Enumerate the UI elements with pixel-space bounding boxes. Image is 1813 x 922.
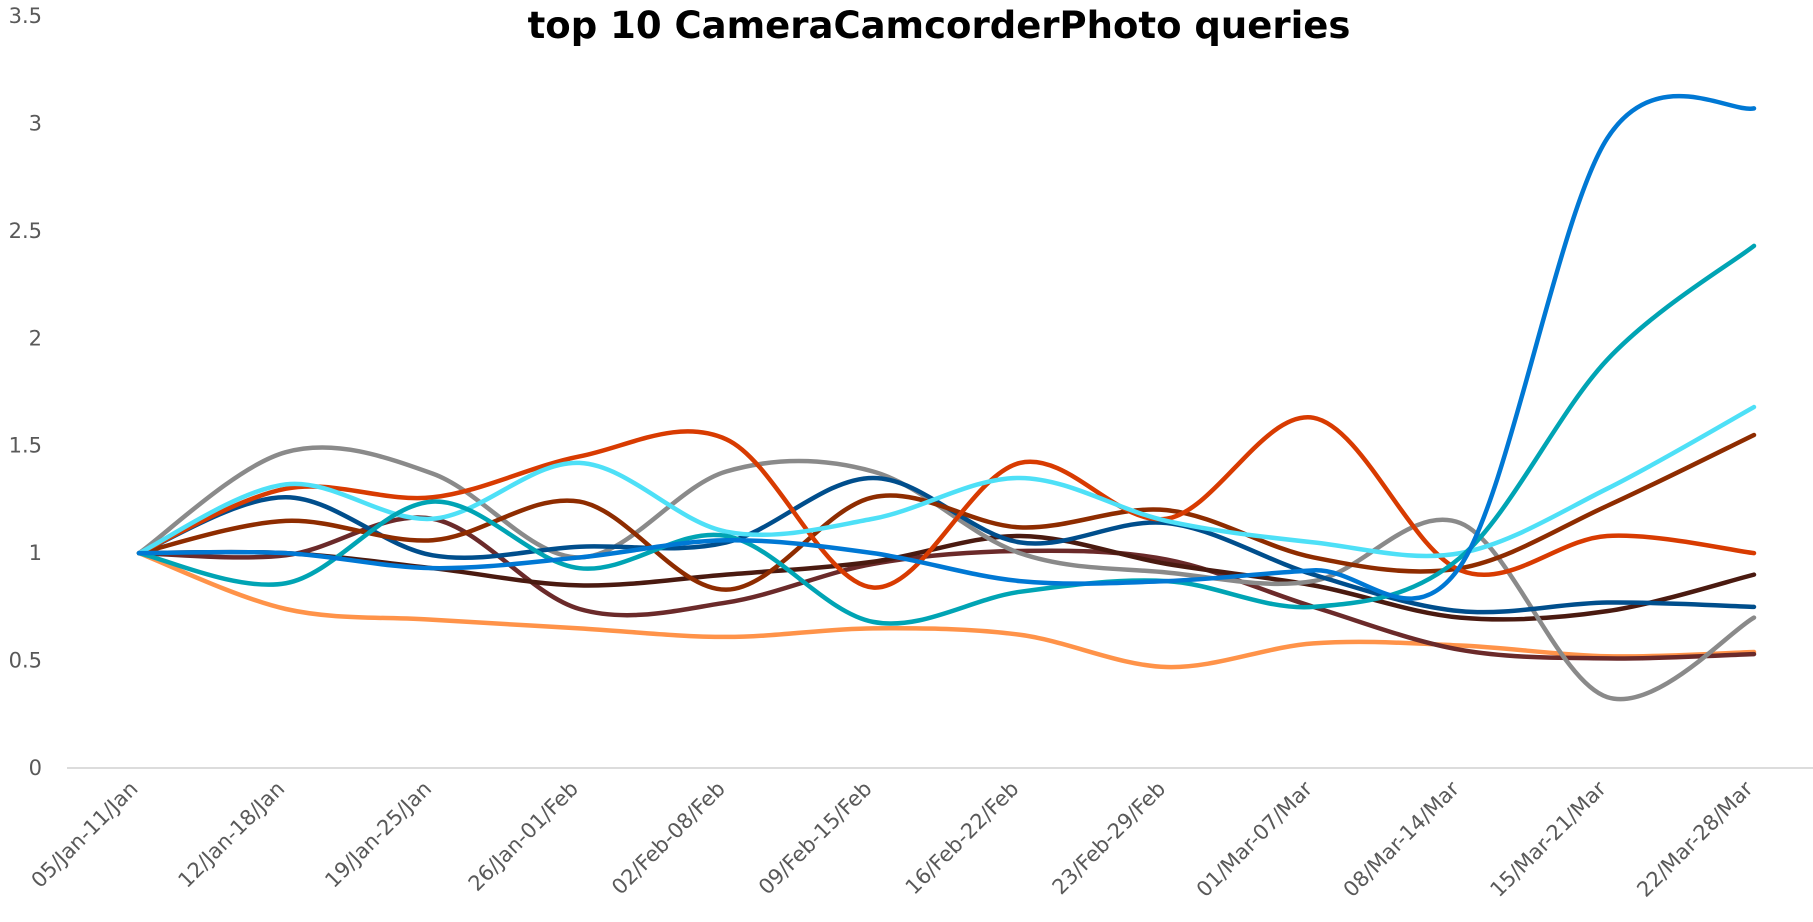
x-tick-label: 22/Mar-28/Mar xyxy=(1632,776,1757,901)
series-line xyxy=(136,415,1757,590)
series-line xyxy=(136,243,1757,626)
y-tick-label: 3.5 xyxy=(9,4,42,28)
x-tick-label: 19/Jan-25/Jan xyxy=(320,777,436,893)
x-tick-label: 12/Jan-18/Jan xyxy=(173,777,289,893)
y-tick-label: 1.5 xyxy=(9,434,42,458)
x-tick-label: 05/Jan-11/Jan xyxy=(27,777,143,893)
y-tick-label: 0.5 xyxy=(9,649,42,673)
series-line xyxy=(136,445,1757,702)
chart-title: top 10 CameraCamcorderPhoto queries xyxy=(528,4,1351,47)
y-tick-label: 2 xyxy=(29,326,42,350)
x-tick-label: 02/Feb-08/Feb xyxy=(607,777,730,900)
series-line xyxy=(136,404,1757,559)
series-line xyxy=(136,550,1757,670)
y-tick-label: 0 xyxy=(29,756,42,780)
x-tick-label: 16/Feb-22/Feb xyxy=(901,777,1024,900)
series-line xyxy=(136,432,1757,592)
x-tick-label: 08/Mar-14/Mar xyxy=(1339,776,1464,901)
y-tick-label: 2.5 xyxy=(9,219,42,243)
x-tick-label: 15/Mar-21/Mar xyxy=(1486,776,1611,901)
y-tick-label: 3 xyxy=(29,111,42,135)
x-tick-label: 09/Feb-15/Feb xyxy=(754,777,877,900)
x-tick-label: 23/Feb-29/Feb xyxy=(1048,777,1171,900)
x-tick-label: 26/Jan-01/Feb xyxy=(464,777,583,896)
series-line xyxy=(136,94,1757,601)
x-tick-label: 01/Mar-07/Mar xyxy=(1192,776,1317,901)
y-tick-label: 1 xyxy=(29,541,42,565)
